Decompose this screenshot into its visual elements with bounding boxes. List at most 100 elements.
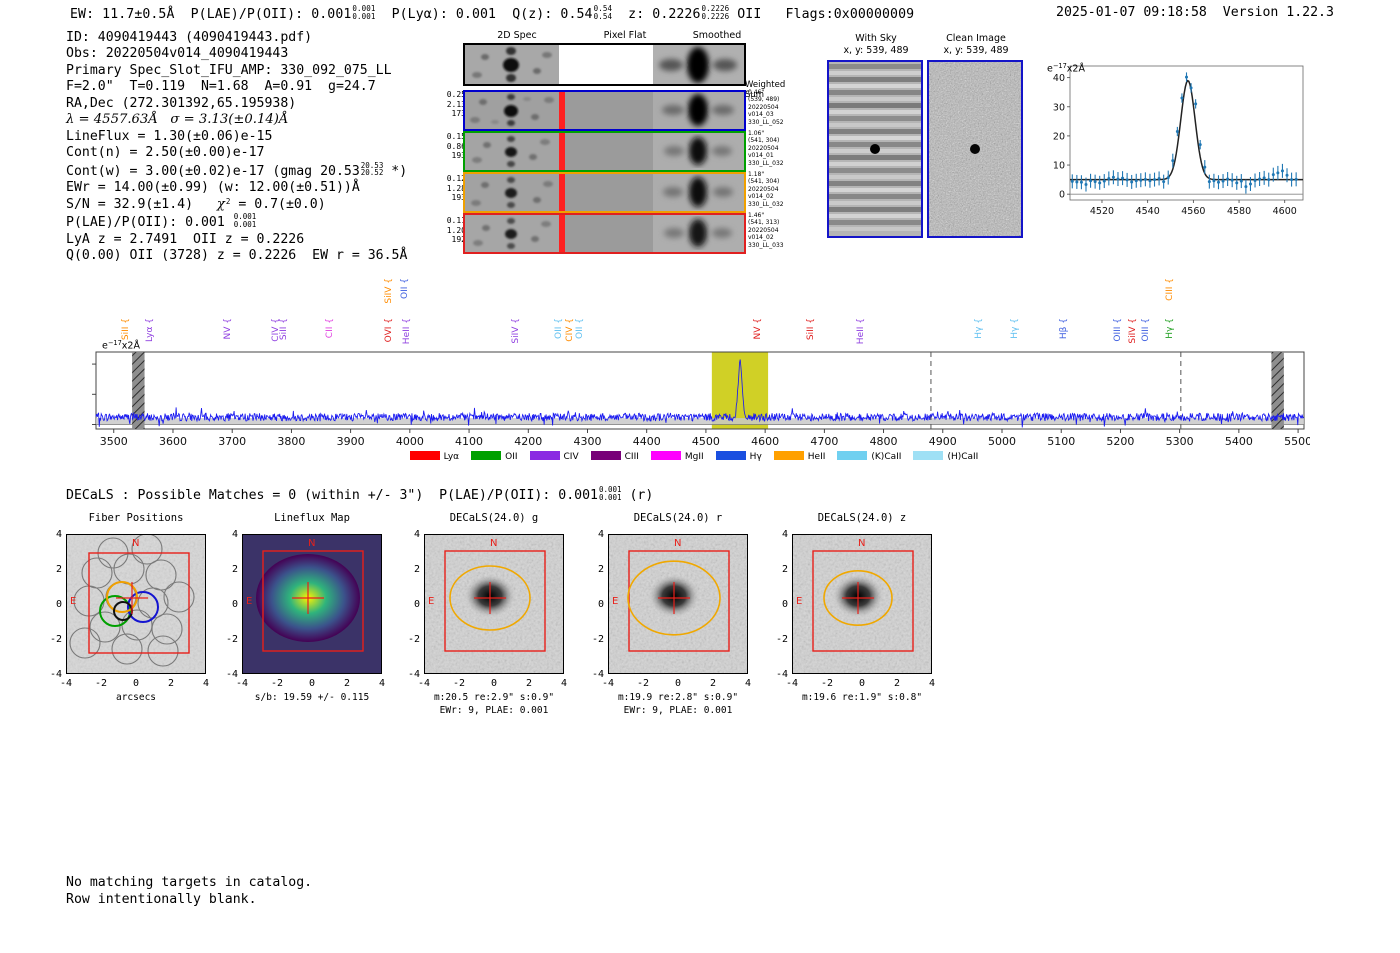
decals-ytick-2-4: -4 [407,669,420,680]
header-qz: Q(z): 0.54 [512,7,593,23]
svg-text:3700: 3700 [218,435,246,448]
compass-east-0: E [70,596,77,607]
fiber-row-meta-1: 0.46" (539, 489) 20220504 v014_03 330_LL… [748,89,784,126]
svg-text:4000: 4000 [396,435,424,448]
decals-xtick-2-4: 4 [560,678,568,689]
info-cont-w-post: *) [391,163,408,179]
header-ew: EW: 11.7±0.5Å [70,7,175,23]
decals-xtick-2-3: 2 [525,678,533,689]
legend-label-civ: CIV [563,452,579,462]
header-plae: P(LAE)/P(OII): 0.001 [190,7,352,23]
decals-ytick-2-2: 0 [413,599,420,610]
info-sn: S/N = 32.9(±1.4) [66,196,217,212]
decals-ytick-1-2: 0 [231,599,238,610]
emission-line-marker-oii-13: OII { [574,318,585,339]
decals-ytick-0-3: -2 [49,634,62,645]
header-z: z: 0.2226 [628,7,701,23]
svg-text:4500: 4500 [692,435,720,448]
decals-ytick-3-2: 0 [597,599,604,610]
fiber-row-meta-3: 1.18" (541, 304) 20220504 v014_02 330_LL… [748,171,784,208]
legend-label-hγ: Hγ [749,452,762,462]
legend-swatch-hcaii [913,451,944,460]
emission-line-marker-siiv-6: SiIV { [384,278,395,304]
with-sky-coords: x, y: 539, 489 [843,45,909,56]
decals-headline: DECaLS : Possible Matches = 0 (within +/… [66,486,653,503]
info-lineflux: LineFlux = 1.30(±0.06)e-15 [66,128,273,144]
compass-north-2: N [490,538,498,549]
decals-panel-title-4: DECaLS(24.0) z [817,512,907,524]
decals-xtick-1-4: 4 [378,678,386,689]
decals-ytick-0-0: 4 [55,529,62,540]
with-sky-image [827,60,923,238]
decals-plae-errors: 0.001 0.001 [598,485,622,502]
decals-panel-image-0[interactable] [66,534,206,674]
emission-line-marker-heii-9: HeII { [402,318,413,345]
full-spectrum-panel: 0204035003600370038003900400041004200430… [90,270,1310,470]
emission-line-marker-nv-2: NV { [223,318,234,340]
header-z-errors: 0.2226 0.2226 [701,4,730,21]
info-plae: P(LAE)/P(OII): 0.001 [66,215,225,231]
header-datetime: 2025-01-07 09:18:58 [1056,5,1207,20]
decals-panel-image-4[interactable] [792,534,932,674]
svg-text:4520: 4520 [1090,206,1114,217]
decals-panel-title-0: Fiber Positions [88,512,184,524]
decals-panel-caption1-0: arcsecs [115,692,157,703]
decals-panel-image-3[interactable] [608,534,748,674]
emission-line-marker-oii-11: OII { [554,318,565,339]
decals-ytick-1-0: 4 [231,529,238,540]
footer-line-1: No matching targets in catalog. [66,875,313,890]
decals-panel-image-1[interactable] [242,534,382,674]
decals-ytick-4-2: 0 [781,599,788,610]
decals-ytick-4-0: 4 [781,529,788,540]
decals-ytick-4-4: -4 [775,669,788,680]
emission-line-marker-heii-16: HeII { [856,318,867,345]
decals-xtick-0-4: 4 [202,678,210,689]
info-gmag-errors: 20.53 20.52 [360,160,384,178]
svg-text:20: 20 [1053,131,1065,142]
fiber-row-label-1: 0.25 2.13 173 [446,90,466,119]
emission-line-marker-siiv-21: SiIV { [1128,318,1139,344]
decals-ytick-0-2: 0 [55,599,62,610]
header-summary-line: EW: 11.7±0.5Å P(LAE)/P(OII): 0.001 0.001 0… [70,5,914,22]
decals-xtick-3-1: -2 [636,678,650,689]
header-plae-errors: 0.001 0.001 [352,4,376,21]
compass-east-4: E [796,596,803,607]
emission-line-marker-hγ-17: Hγ { [974,318,985,339]
emission-line-marker-nv-14: NV { [753,318,764,340]
decals-xtick-4-4: 4 [928,678,936,689]
spec2d-panel: 2D Spec Pixel Flat Smoothed Weighted Sum [432,30,785,255]
header-qz-errors: 0.54 0.54 [593,4,613,21]
legend-swatch-kcaii [837,451,868,460]
decals-ytick-3-0: 4 [597,529,604,540]
emission-line-marker-siii-0: SiII { [121,318,132,341]
legend-label-mgii: MgII [684,452,704,462]
decals-xtick-2-0: -4 [417,678,431,689]
fiber-row-label-3: 0.12 1.28 193 [446,174,466,203]
info-seeing: F=2.0" T=0.119 N=1.68 A=0.91 g=24.7 [66,79,376,95]
emission-line-marker-oii-7: OII { [399,278,410,299]
compass-north-3: N [674,538,682,549]
full-spectrum-line-markers: SiII {Lyα {NV {CIV {SiII {CII {SiIV {OII… [90,270,1310,360]
fiber-row-meta-2: 1.06" (541, 304) 20220504 v014_01 330_LL… [748,130,784,167]
decals-xtick-1-1: -2 [270,678,284,689]
decals-ytick-2-0: 4 [413,529,420,540]
svg-text:10: 10 [1053,161,1065,172]
decals-panel-image-2[interactable] [424,534,564,674]
legend-swatch-lyα [409,451,440,460]
info-radec: RA,Dec (272.301392,65.195938) [66,95,297,111]
header-timestamp-block: 2025-01-07 09:18:58 Version 1.22.3 [1056,5,1334,20]
decals-xtick-2-2: 0 [490,678,498,689]
info-cont-n: Cont(n) = 2.50(±0.00)e-17 [66,145,265,161]
fiber-row-label-2: 0.15 0.86 193 [446,132,466,161]
svg-text:40: 40 [1053,73,1065,84]
svg-text:4200: 4200 [514,435,542,448]
info-qline: Q(0.00) OII (3728) z = 0.2226 EW r = 36.… [66,247,408,263]
emission-line-marker-ciii-23: CIII { [1164,278,1175,301]
decals-xtick-1-0: -4 [235,678,249,689]
target-info-block: ID: 4090419443 (4090419443.pdf) Obs: 202… [66,30,407,264]
decals-panel-caption1-1: s/b: 19.59 +/- 0.115 [254,692,370,703]
svg-text:3500: 3500 [100,435,128,448]
decals-panel-title-2: DECaLS(24.0) g [449,512,539,524]
decals-xtick-4-1: -2 [820,678,834,689]
